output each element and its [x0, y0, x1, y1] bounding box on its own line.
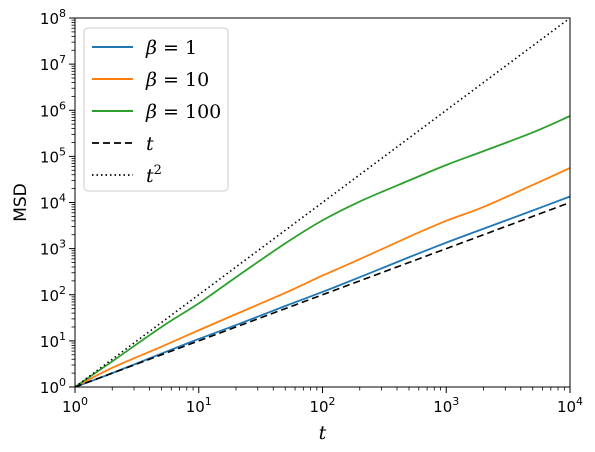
- legend-label-3: t: [146, 133, 154, 155]
- legend: β = 1 β = 10 β = 100 t t2: [83, 27, 229, 192]
- series-line-2: [75, 115, 570, 387]
- x-tick-label-4: 104: [557, 395, 583, 416]
- x-axis-label: t: [319, 422, 327, 444]
- legend-label-1: β = 10: [145, 69, 209, 91]
- series-line-1: [75, 167, 570, 387]
- legend-label-4: t2: [146, 163, 162, 187]
- y-tick-label-0: 100: [40, 376, 66, 397]
- x-tick-label-3: 103: [433, 395, 459, 416]
- y-tick-label-3: 103: [40, 238, 66, 259]
- legend-label-0: β = 1: [145, 37, 197, 59]
- y-tick-label-7: 107: [40, 53, 66, 74]
- ticks-layer: 100 101 102 103 104 100 101 102 103 104 105 106 107 1…: [40, 7, 583, 416]
- legend-box: [83, 27, 229, 192]
- series-line-3: [75, 201, 570, 387]
- x-tick-label-2: 102: [309, 395, 335, 416]
- series-layer: [75, 18, 570, 387]
- legend-label-2: β = 100: [145, 101, 221, 123]
- y-tick-label-1: 101: [40, 330, 66, 351]
- y-tick-label-5: 105: [40, 145, 66, 166]
- y-tick-label-2: 102: [40, 284, 66, 305]
- y-tick-label-6: 106: [40, 99, 66, 120]
- x-tick-label-1: 101: [186, 395, 212, 416]
- series-line-0: [75, 195, 570, 387]
- y-tick-label-8: 108: [40, 7, 66, 28]
- y-tick-label-4: 104: [40, 192, 66, 213]
- y-axis-label: MSD: [11, 183, 31, 222]
- x-tick-label-0: 100: [62, 395, 88, 416]
